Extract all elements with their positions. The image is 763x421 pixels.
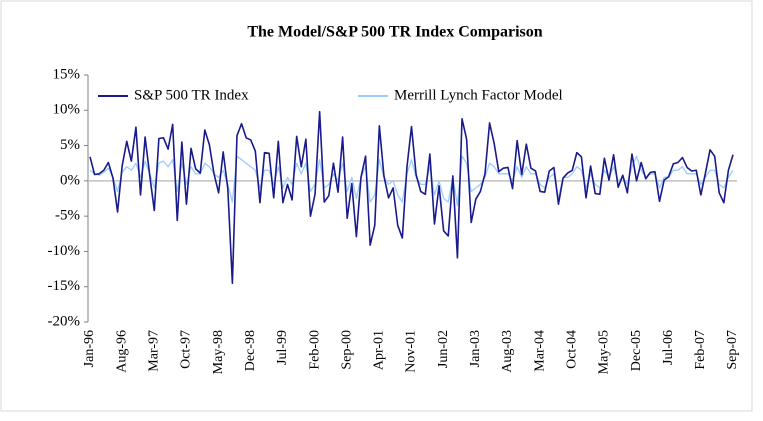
x-tick-label: Jun-02 — [436, 330, 451, 368]
x-tick-label: Sep-00 — [339, 330, 354, 370]
x-tick-label: Jul-99 — [275, 330, 290, 365]
x-tick-label: Aug-96 — [114, 330, 129, 373]
series-line — [89, 155, 734, 207]
x-tick-label: Apr-01 — [372, 330, 387, 370]
x-tick-label: Dec-98 — [243, 330, 258, 371]
y-tick-label: 10% — [53, 102, 81, 118]
y-tick-label: -15% — [48, 278, 81, 294]
y-tick-label: 0% — [60, 172, 80, 188]
x-tick-label: May-05 — [597, 330, 612, 374]
x-tick-label: Nov-01 — [404, 330, 419, 373]
x-tick-label: May-98 — [211, 330, 226, 374]
chart-title: The Model/S&P 500 TR Index Comparison — [247, 24, 542, 41]
legend-label: S&P 500 TR Index — [134, 87, 249, 103]
y-tick-label: -20% — [48, 313, 81, 329]
y-tick-label: -5% — [55, 208, 80, 224]
y-tick-label: -10% — [48, 243, 81, 259]
x-tick-label: Sep-07 — [725, 330, 740, 370]
legend-label: Merrill Lynch Factor Model — [394, 87, 563, 103]
x-tick-label: Mar-04 — [532, 330, 547, 372]
series-line — [89, 110, 734, 284]
y-tick-label: 15% — [53, 66, 81, 82]
x-tick-label: Jul-06 — [661, 330, 676, 365]
x-tick-label: Mar-97 — [147, 330, 162, 372]
x-tick-label: Jan-03 — [468, 330, 483, 367]
x-tick-label: Aug-03 — [500, 330, 515, 373]
x-tick-label: Oct-97 — [179, 330, 194, 369]
x-tick-label: Dec-05 — [629, 330, 644, 371]
x-tick-label: Jan-96 — [82, 330, 97, 367]
y-tick-label: 5% — [60, 137, 80, 153]
x-tick-label: Oct-04 — [564, 330, 579, 369]
x-tick-label: Feb-00 — [307, 330, 322, 370]
x-tick-label: Feb-07 — [693, 330, 708, 370]
chart-frame — [0, 0, 753, 412]
